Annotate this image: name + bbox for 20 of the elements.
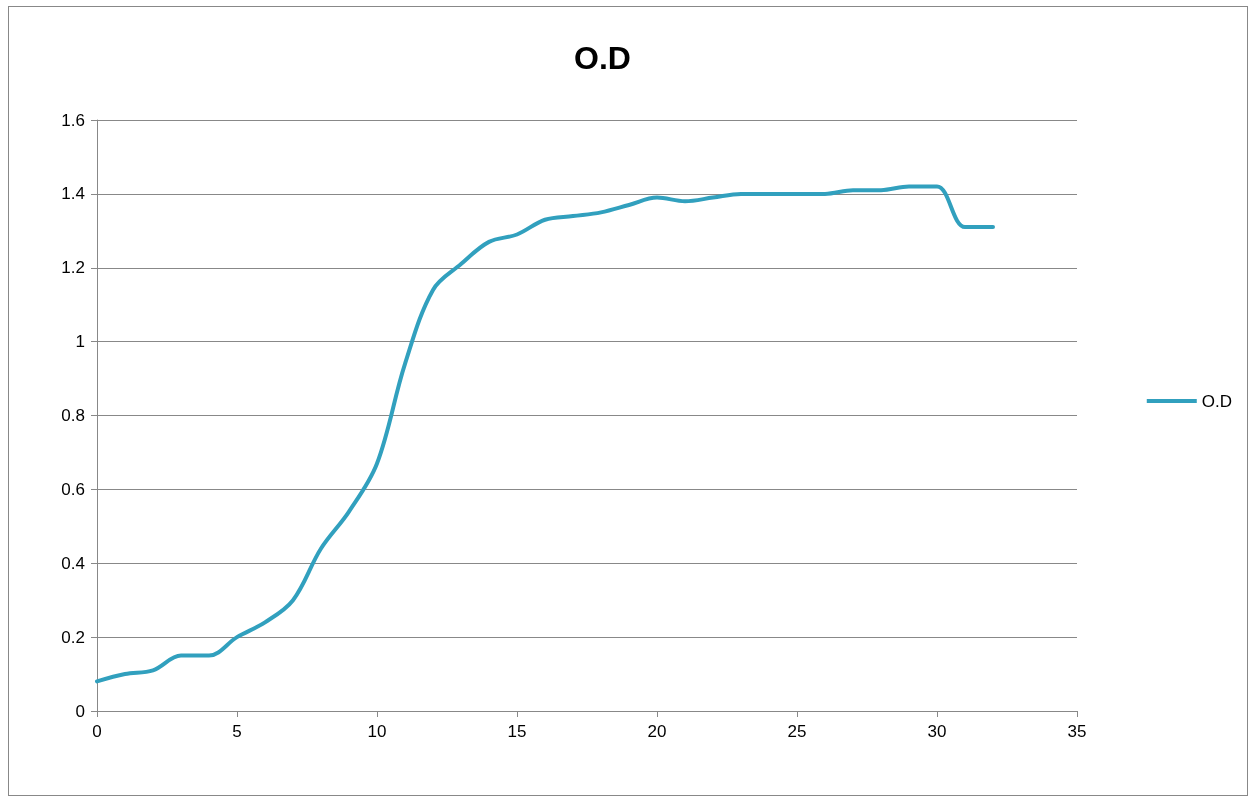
chart-title: O.D bbox=[574, 40, 631, 76]
y-tick-label: 1.4 bbox=[61, 184, 85, 204]
y-tick-label: 0.8 bbox=[61, 406, 85, 425]
y-tick-label: 1.2 bbox=[61, 258, 85, 278]
line-series bbox=[95, 184, 995, 684]
x-tick-label: 15 bbox=[507, 722, 527, 741]
x-tick-label: 0 bbox=[92, 722, 102, 741]
y-tick-label: 0 bbox=[75, 701, 85, 721]
x-tick-label: 25 bbox=[787, 722, 807, 741]
y-tick-label: 0.6 bbox=[61, 479, 85, 499]
x-tick-label: 5 bbox=[232, 722, 242, 741]
x-tick-label: 35 bbox=[1067, 722, 1087, 741]
x-tick-label: 30 bbox=[927, 722, 947, 741]
x-tick-label: 20 bbox=[647, 722, 667, 741]
y-tick-label: 1.6 bbox=[61, 110, 85, 130]
legend-label: O.D bbox=[1201, 391, 1233, 411]
y-tick-label: 1 bbox=[75, 332, 85, 352]
y-tick-label: 0.2 bbox=[61, 627, 85, 647]
x-tick-label: 10 bbox=[367, 722, 387, 741]
y-tick-label: 0.4 bbox=[61, 553, 85, 573]
